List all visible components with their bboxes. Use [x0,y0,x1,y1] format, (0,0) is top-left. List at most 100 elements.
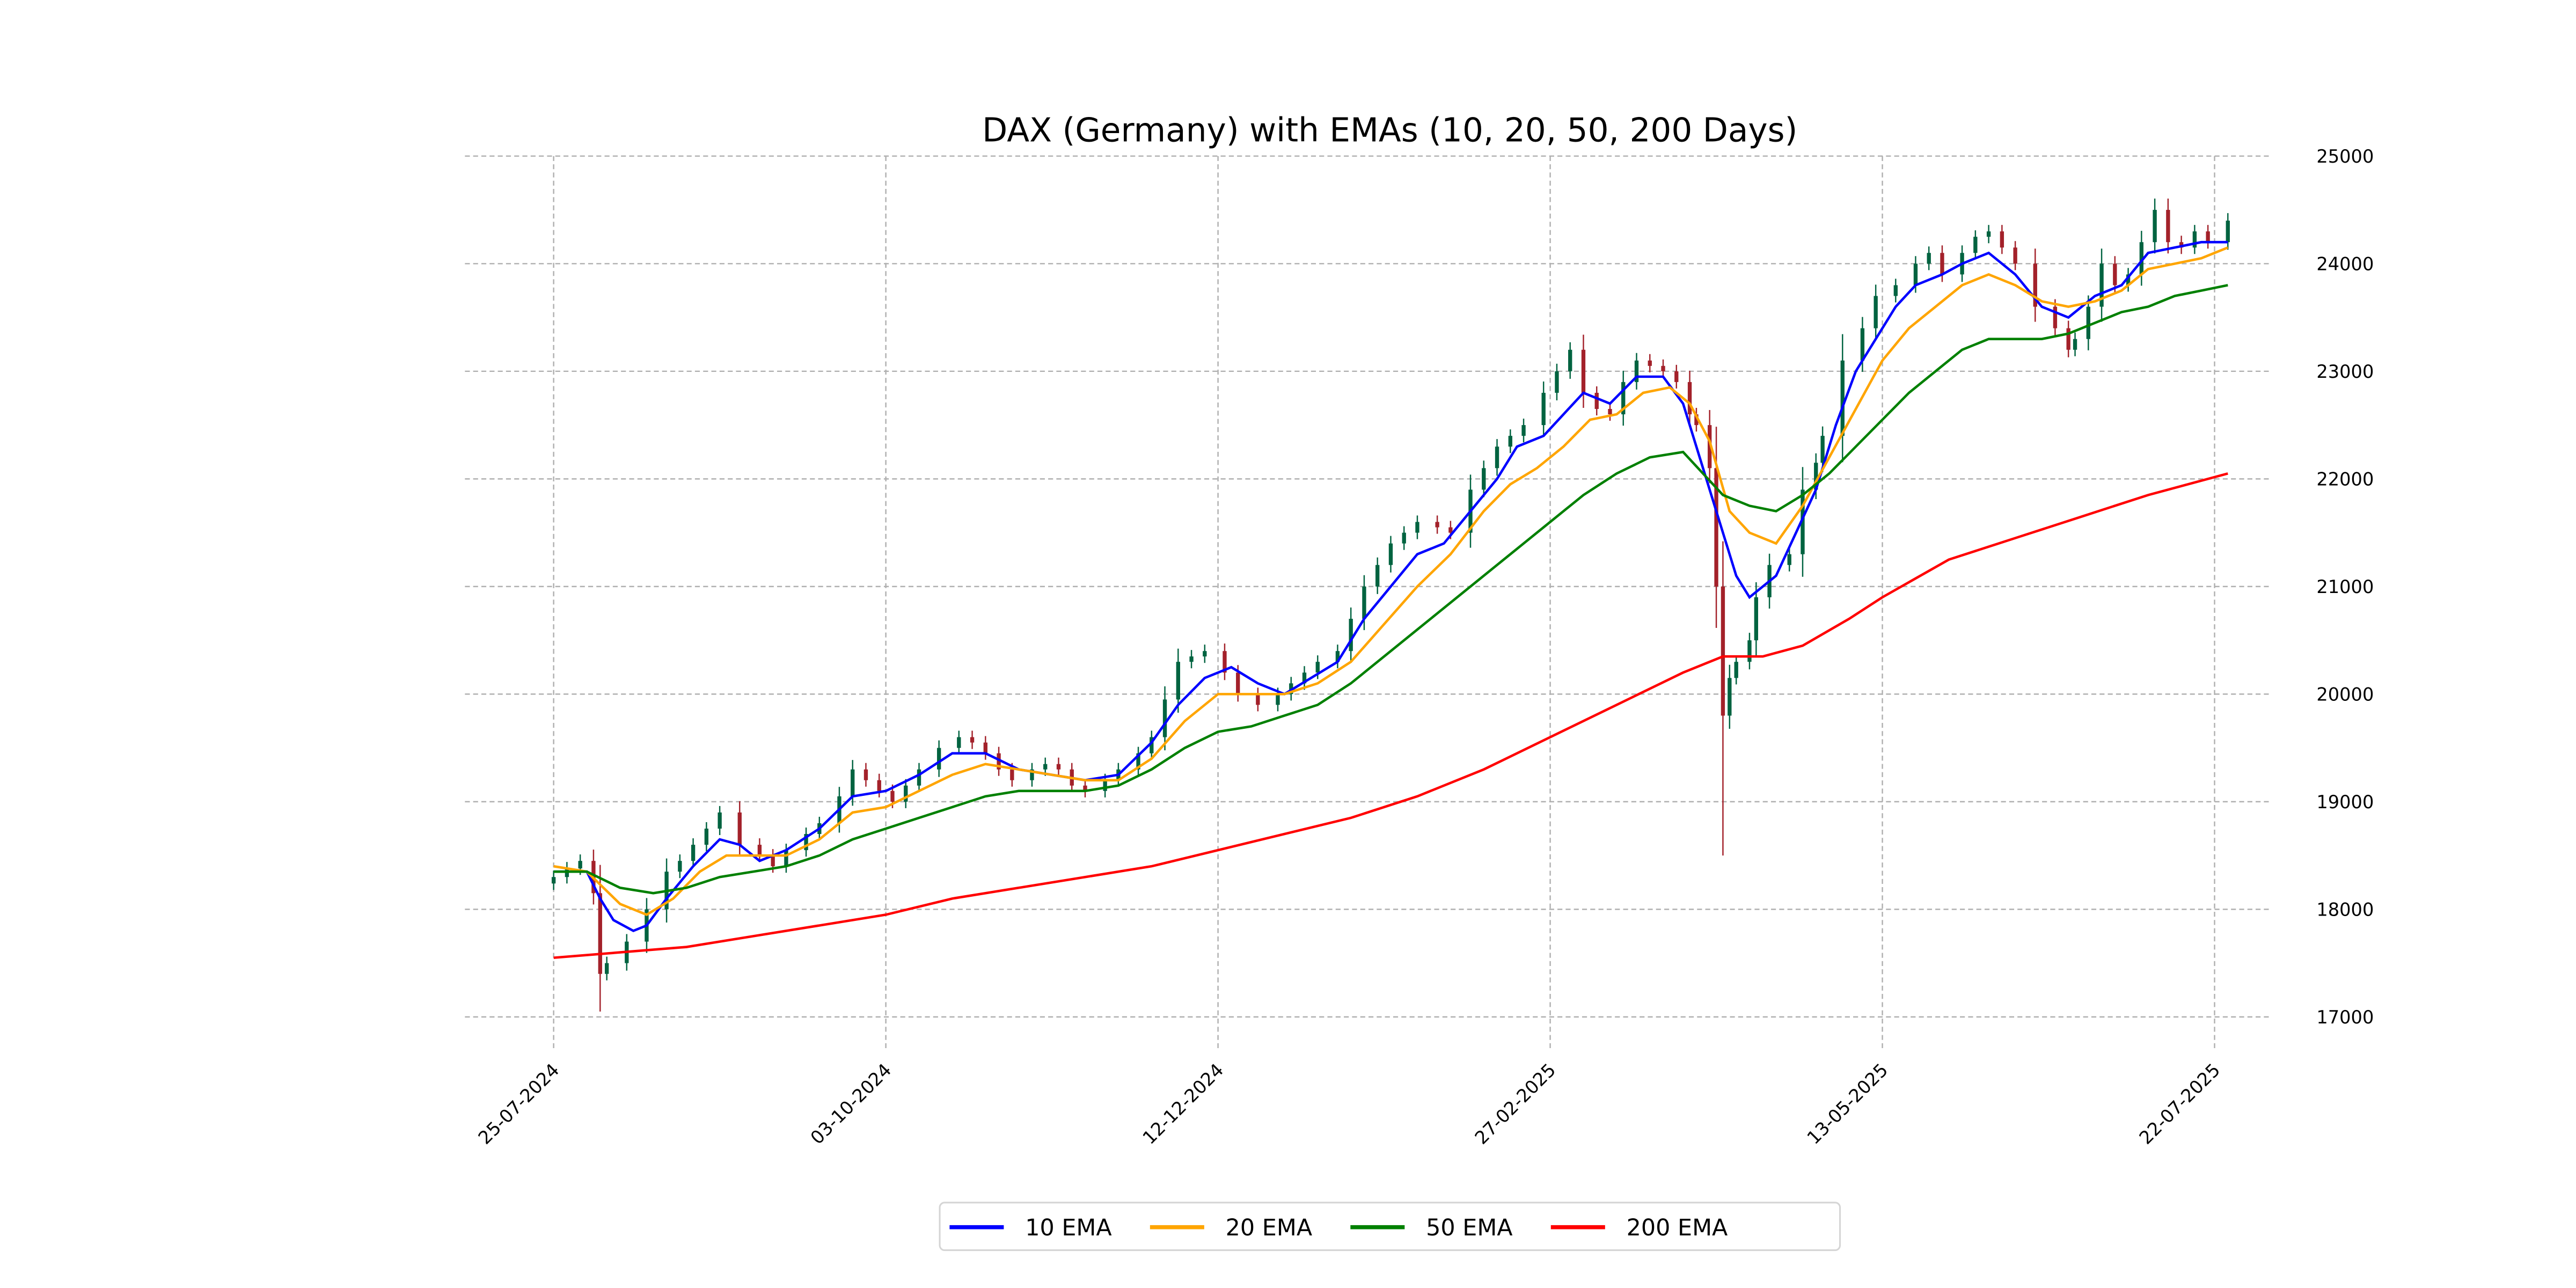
candle-body [1555,371,1559,393]
candle-body [890,791,895,802]
candle-body [1840,360,1845,436]
legend-label: 200 EMA [1627,1214,1728,1241]
legend: 10 EMA 20 EMA 50 EMA 200 EMA [939,1202,1841,1252]
candle-body [1375,565,1380,587]
y-tick-label: 19000 [2316,792,2374,813]
candle-body [1893,285,1898,296]
x-tick-label: 13-05-2025 [1803,1059,1892,1148]
candle-body [1874,296,1878,328]
candle-body [2086,306,2090,339]
y-tick-label: 18000 [2316,899,2374,920]
chart-title: DAX (Germany) with EMAs (10, 20, 50, 200… [982,111,1797,149]
candle-body [917,769,921,786]
candle-body [2013,247,2017,264]
candle-body [1860,328,1865,361]
candle-body [1388,543,1393,565]
candle-body [1223,651,1227,673]
y-tick-label: 23000 [2316,361,2374,382]
candle-body [1521,425,1526,436]
candle-body [1973,237,1978,253]
x-tick-label: 03-10-2024 [807,1059,896,1148]
candle-body [1801,489,1805,554]
candle-body [1541,392,1546,426]
candle-body [1103,780,1107,791]
candle-body [1661,365,1665,371]
candle-body [1136,753,1140,770]
candle-body [936,748,941,770]
x-tick-label: 22-07-2025 [2135,1059,2224,1148]
candle-body [983,742,987,753]
candle-body [1734,662,1738,678]
candle-body [1754,597,1759,641]
candle-body [1435,522,1439,528]
x-axis-ticks: 25-07-2024 03-10-2024 12-12-2024 27-02-2025… [474,1059,2224,1148]
candle-body [1508,436,1512,447]
gridlines [465,155,2272,1052]
candle-body [2166,210,2170,243]
candle-body [2053,306,2058,328]
candle-body [1415,522,1419,533]
candle-body [970,737,975,743]
candle-body [957,737,961,748]
y-tick-label: 22000 [2316,469,2374,490]
candle-body [1568,349,1572,371]
candle-body [2066,328,2070,350]
candle-body [784,850,788,867]
candle-body [1594,392,1599,409]
candle-body [678,861,682,872]
candle-body [1010,769,1014,780]
x-tick-label: 25-07-2024 [474,1059,564,1148]
ema-line-200-ema [553,472,2228,959]
legend-label: 10 EMA [1025,1214,1111,1241]
ema-lines [553,240,2229,959]
candle-body [877,780,881,791]
candle-body [1482,468,1486,490]
candle-body [1203,651,1207,657]
candle-body [2099,264,2104,307]
candle-body [757,845,762,856]
candle-body [1913,264,1918,286]
candle-body [1276,694,1280,705]
candle-body [1721,586,1725,716]
candlesticks [551,199,2230,1012]
candle-body [1302,672,1307,684]
candle-body [1495,447,1499,469]
candle-body [851,769,855,796]
candle-body [771,855,775,867]
candle-body [2226,221,2230,243]
candle-body [2113,264,2117,286]
candle-body [1349,619,1353,652]
candle-body [1162,699,1167,737]
candle-body [1043,764,1048,770]
candle-body [2073,339,2077,350]
candle-body [1674,371,1679,382]
candle-body [1814,463,1818,490]
candle-body [1708,425,1712,469]
candle-body [2000,231,2004,248]
candle-body [2179,242,2184,248]
candle-body [1747,640,1752,662]
candle-body [904,785,908,802]
candle-body [2192,231,2197,248]
candle-body [551,877,556,884]
candle-body [1083,785,1087,791]
candle-body [2126,274,2131,286]
candle-body [1648,360,1652,366]
candle-body [1940,253,1944,275]
candle-body [2206,231,2210,243]
candle-body [2033,264,2037,307]
candle-body [704,829,709,845]
candle-body [737,812,742,845]
ema-line-50-ema [553,284,2228,895]
candle-body [1608,409,1612,415]
candle-body [1927,253,1931,264]
candle-body [691,845,696,861]
candle-body [1714,468,1718,587]
y-tick-label: 21000 [2316,576,2374,597]
y-tick-label: 24000 [2316,254,2374,275]
candle-body [1687,382,1692,415]
candle-body [1986,231,1991,237]
candle-body [997,753,1001,770]
candle-body [718,812,722,829]
